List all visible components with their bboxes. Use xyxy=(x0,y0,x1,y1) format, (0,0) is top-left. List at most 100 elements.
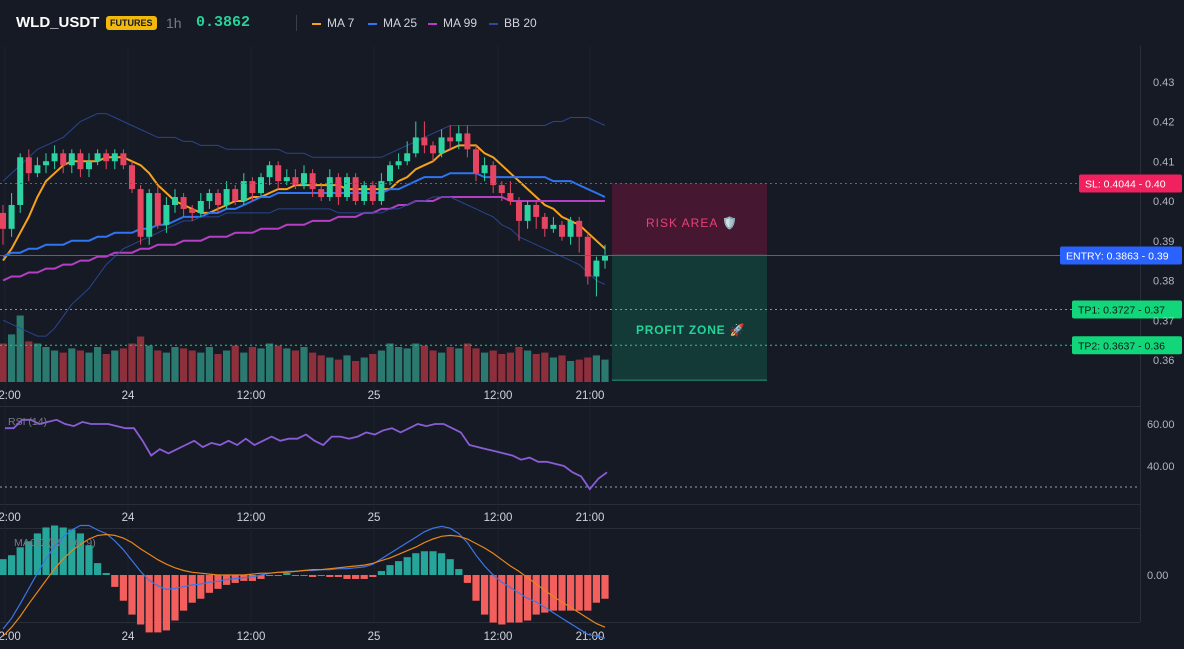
volume-bar xyxy=(334,359,342,382)
volume-bar xyxy=(291,350,299,382)
time-axis-tick: 12:00 xyxy=(0,390,21,402)
volume-bar xyxy=(51,350,59,382)
volume-bar xyxy=(438,352,446,382)
candle-body xyxy=(412,137,419,154)
volume-bar xyxy=(205,347,213,382)
candle-body xyxy=(559,224,565,237)
macd-histogram-bar xyxy=(68,529,76,575)
symbol-title[interactable]: WLD_USDT xyxy=(16,14,100,31)
candle-body xyxy=(481,165,488,174)
volume-bar xyxy=(498,354,506,382)
candle-body xyxy=(584,236,591,277)
volume-bar xyxy=(0,343,7,382)
candle-body xyxy=(25,157,32,174)
macd-histogram-bar xyxy=(59,527,67,575)
price-axis-tick: 0.41 xyxy=(1153,156,1174,168)
price-axis-border xyxy=(1140,46,1141,622)
volume-bar xyxy=(558,355,566,382)
header-divider xyxy=(296,15,297,31)
candle-body xyxy=(352,177,359,201)
candle-body xyxy=(318,189,325,198)
last-price: 0.3862 xyxy=(196,14,251,31)
volume-bar xyxy=(171,347,179,382)
candle-body xyxy=(567,220,574,237)
macd-histogram-bar xyxy=(455,569,463,575)
candle-body xyxy=(266,165,273,178)
overlay-line-ma-99 xyxy=(2,196,605,282)
macd-histogram-bar xyxy=(438,553,446,575)
macd-histogram-bar xyxy=(463,575,471,583)
candle-body xyxy=(378,181,385,201)
volume-bar xyxy=(403,348,411,382)
legend-ma25[interactable]: MA 25 xyxy=(368,16,417,30)
candle-body xyxy=(464,133,471,150)
macd-histogram-bar xyxy=(197,575,205,599)
macd-histogram-bar xyxy=(472,575,480,601)
price-axis-tick: 0.42 xyxy=(1153,117,1174,129)
candle-body xyxy=(154,193,161,225)
volume-bar xyxy=(455,348,463,382)
candle-body xyxy=(438,137,445,154)
candle-body xyxy=(507,193,514,201)
volume-bar xyxy=(489,350,497,382)
macd-histogram-bar xyxy=(309,575,317,577)
macd-histogram-bar xyxy=(119,575,127,601)
macd-histogram-bar xyxy=(274,575,282,576)
macd-histogram-bar xyxy=(429,551,437,575)
legend-bb20[interactable]: BB 20 xyxy=(489,16,537,30)
candle-body xyxy=(576,220,583,237)
volume-bar xyxy=(317,355,325,382)
volume-bar xyxy=(369,354,377,382)
timeframe-label[interactable]: 1h xyxy=(166,15,182,31)
candle-body xyxy=(369,185,376,201)
level-label-tp2: TP2: 0.3637 - 0.36 xyxy=(1078,340,1165,352)
candle-body xyxy=(223,189,230,205)
candle-body xyxy=(146,193,153,237)
rsi-line xyxy=(5,418,608,491)
macd-histogram-bar xyxy=(506,575,514,623)
macd-histogram-bar xyxy=(317,575,325,576)
macd-histogram-bar xyxy=(137,575,145,625)
time-axis-tick: 12:00 xyxy=(237,512,266,524)
volume-bar xyxy=(395,347,403,382)
candle-body xyxy=(447,137,454,142)
volume-bar xyxy=(137,336,145,382)
candle-body xyxy=(240,181,247,201)
volume-bar xyxy=(94,347,102,382)
macd-histogram-bar xyxy=(102,573,110,575)
macd-histogram-bar xyxy=(300,575,308,576)
macd-histogram-bar xyxy=(575,575,583,611)
legend-swatch-icon xyxy=(489,22,498,25)
legend-ma99[interactable]: MA 99 xyxy=(428,16,477,30)
candle-body xyxy=(473,149,479,174)
macd-histogram-bar xyxy=(171,575,179,621)
volume-bar xyxy=(16,315,24,382)
macd-histogram-bar xyxy=(188,575,196,603)
candle-body xyxy=(258,177,264,194)
time-axis-tick: 12:00 xyxy=(237,390,266,402)
macd-histogram-bar xyxy=(481,575,489,615)
candle-body xyxy=(524,204,531,221)
bottom-border xyxy=(0,622,1140,623)
candle-body xyxy=(180,197,187,209)
time-axis-tick: 12:00 xyxy=(484,631,513,643)
volume-bar xyxy=(481,352,489,382)
volume-bar xyxy=(188,350,196,382)
macd-histogram-bar xyxy=(498,575,506,625)
volume-bar xyxy=(420,345,428,382)
legend-ma7[interactable]: MA 7 xyxy=(312,16,354,30)
level-tag-tp2 xyxy=(1072,336,1182,355)
candle-body xyxy=(111,153,118,162)
candle-body xyxy=(60,153,67,166)
volume-bar xyxy=(154,350,162,382)
volume-bar xyxy=(506,352,514,382)
candle-body xyxy=(550,224,557,229)
macd-histogram-bar xyxy=(326,575,334,577)
overlay-line-bb-20-upper xyxy=(2,113,606,182)
level-tag-tp1 xyxy=(1072,300,1182,319)
macd-histogram-bar xyxy=(541,575,549,613)
macd-histogram-bar xyxy=(248,575,256,581)
candle-body xyxy=(541,216,548,229)
candle-body xyxy=(387,165,393,182)
